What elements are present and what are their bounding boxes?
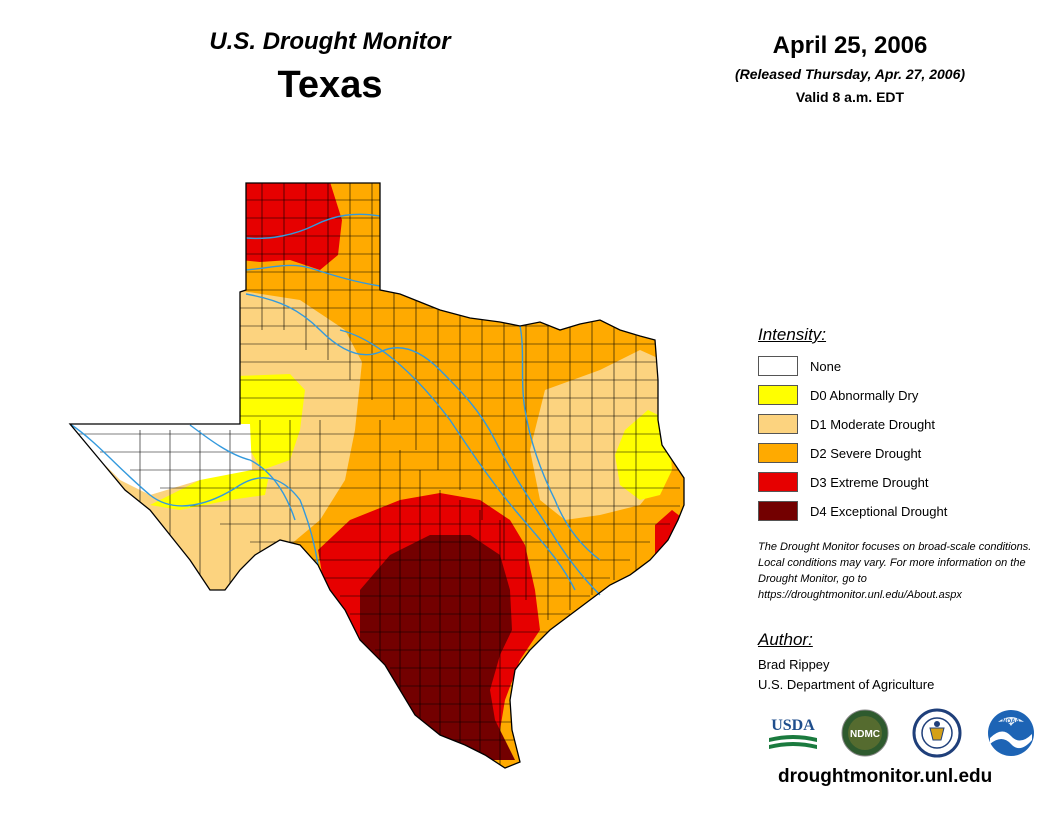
legend-item-none: None [758, 355, 841, 377]
noaa-logo-icon[interactable]: NOAA [984, 708, 1038, 758]
map-title: U.S. Drought Monitor [209, 28, 451, 55]
trinity-river [519, 325, 601, 561]
red-river [245, 264, 381, 287]
legend-swatch-none [758, 356, 798, 376]
d0-region-east [615, 410, 672, 500]
pecos-river [189, 424, 296, 521]
valid-time: Valid 8 a.m. EDT [795, 89, 905, 105]
legend-item-d1: D1 Moderate Drought [758, 413, 935, 435]
ndmc-logo-icon[interactable]: NDMC [838, 708, 892, 758]
legend-label: D0 Abnormally Dry [810, 387, 919, 403]
legend-label: D4 Exceptional Drought [810, 503, 948, 519]
none-region-west [70, 424, 252, 495]
rivers [69, 213, 601, 596]
usda-logo-icon[interactable]: USDA [766, 708, 820, 758]
author-organization: U.S. Department of Agriculture [758, 677, 935, 692]
legend-swatch-d4 [758, 501, 798, 521]
disclaimer-note: The Drought Monitor focuses on broad-sca… [758, 541, 1032, 601]
usda-logo-text: USDA [771, 717, 815, 734]
doc-seal-icon[interactable] [910, 708, 964, 758]
noaa-logo-text: NOAA [1002, 719, 1020, 725]
county-lines [70, 183, 680, 765]
brazos-river [245, 293, 601, 596]
legend-item-d2: D2 Severe Drought [758, 442, 921, 464]
rio-grande [69, 423, 319, 566]
state-title: Texas [277, 64, 383, 106]
legend-swatch-d0 [758, 385, 798, 405]
canadian-river [245, 213, 381, 240]
author-name: Brad Rippey [758, 657, 830, 672]
legend-swatch-d2 [758, 443, 798, 463]
legend-title: Intensity: [758, 325, 827, 344]
release-date: (Released Thursday, Apr. 27, 2006) [734, 66, 966, 82]
legend-label: D1 Moderate Drought [810, 416, 936, 432]
legend-item-d0: D0 Abnormally Dry [758, 384, 918, 406]
legend-label: None [810, 358, 842, 374]
legend-swatch-d1 [758, 414, 798, 434]
legend-swatch-d3 [758, 472, 798, 492]
d3-region-panhandle [240, 183, 342, 270]
legend-label: D2 Severe Drought [810, 445, 922, 461]
legend-label: D3 Extreme Drought [810, 474, 929, 490]
legend-item-d3: D3 Extreme Drought [758, 471, 929, 493]
ndmc-logo-text: NDMC [850, 729, 880, 740]
legend-item-d4: D4 Exceptional Drought [758, 500, 947, 522]
map-date: April 25, 2006 [772, 32, 928, 59]
texas-drought-map [69, 182, 685, 769]
colorado-river [339, 329, 576, 591]
site-url-link[interactable]: droughtmonitor.unl.edu [778, 766, 993, 787]
d0-region-west [150, 470, 270, 510]
d4-region-south [360, 535, 515, 760]
author-heading: Author: [758, 630, 813, 649]
